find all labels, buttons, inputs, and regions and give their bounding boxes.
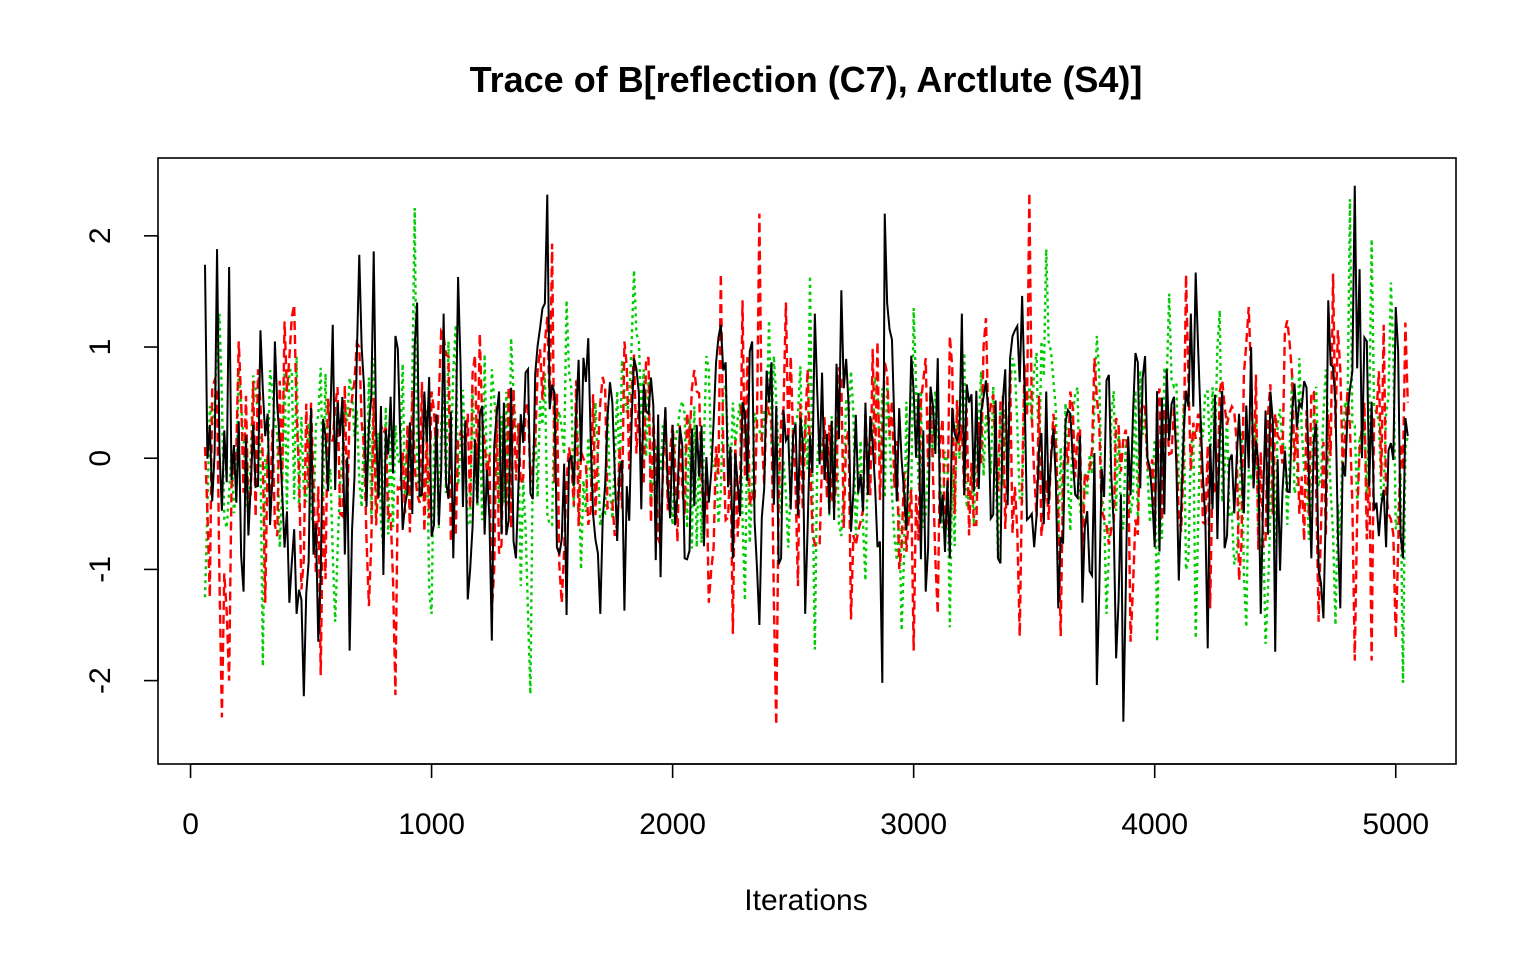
x-tick-label: 1000 <box>398 808 465 841</box>
series-line-chain-3 <box>203 199 1409 694</box>
y-tick-label: 2 <box>84 227 117 244</box>
y-tick-label: -1 <box>84 556 117 583</box>
y-tick-label: 0 <box>84 450 117 467</box>
series-line-chain-1 <box>204 185 1409 722</box>
x-axis-label: Iterations <box>744 884 867 917</box>
x-tick-label: 5000 <box>1362 808 1429 841</box>
x-tick-label: 3000 <box>880 808 947 841</box>
x-tick-label: 0 <box>182 808 199 841</box>
y-tick-label: -2 <box>84 667 117 694</box>
y-axis: -2 -1 0 1 2 <box>84 227 159 694</box>
x-tick-label: 4000 <box>1121 808 1188 841</box>
series-layer <box>203 185 1409 726</box>
y-tick-label: 1 <box>84 339 117 356</box>
x-axis: 0 1000 2000 3000 4000 5000 <box>182 763 1429 841</box>
chart-title: Trace of B[reflection (C7), Arctlute (S4… <box>470 59 1143 100</box>
x-tick-label: 2000 <box>639 808 706 841</box>
